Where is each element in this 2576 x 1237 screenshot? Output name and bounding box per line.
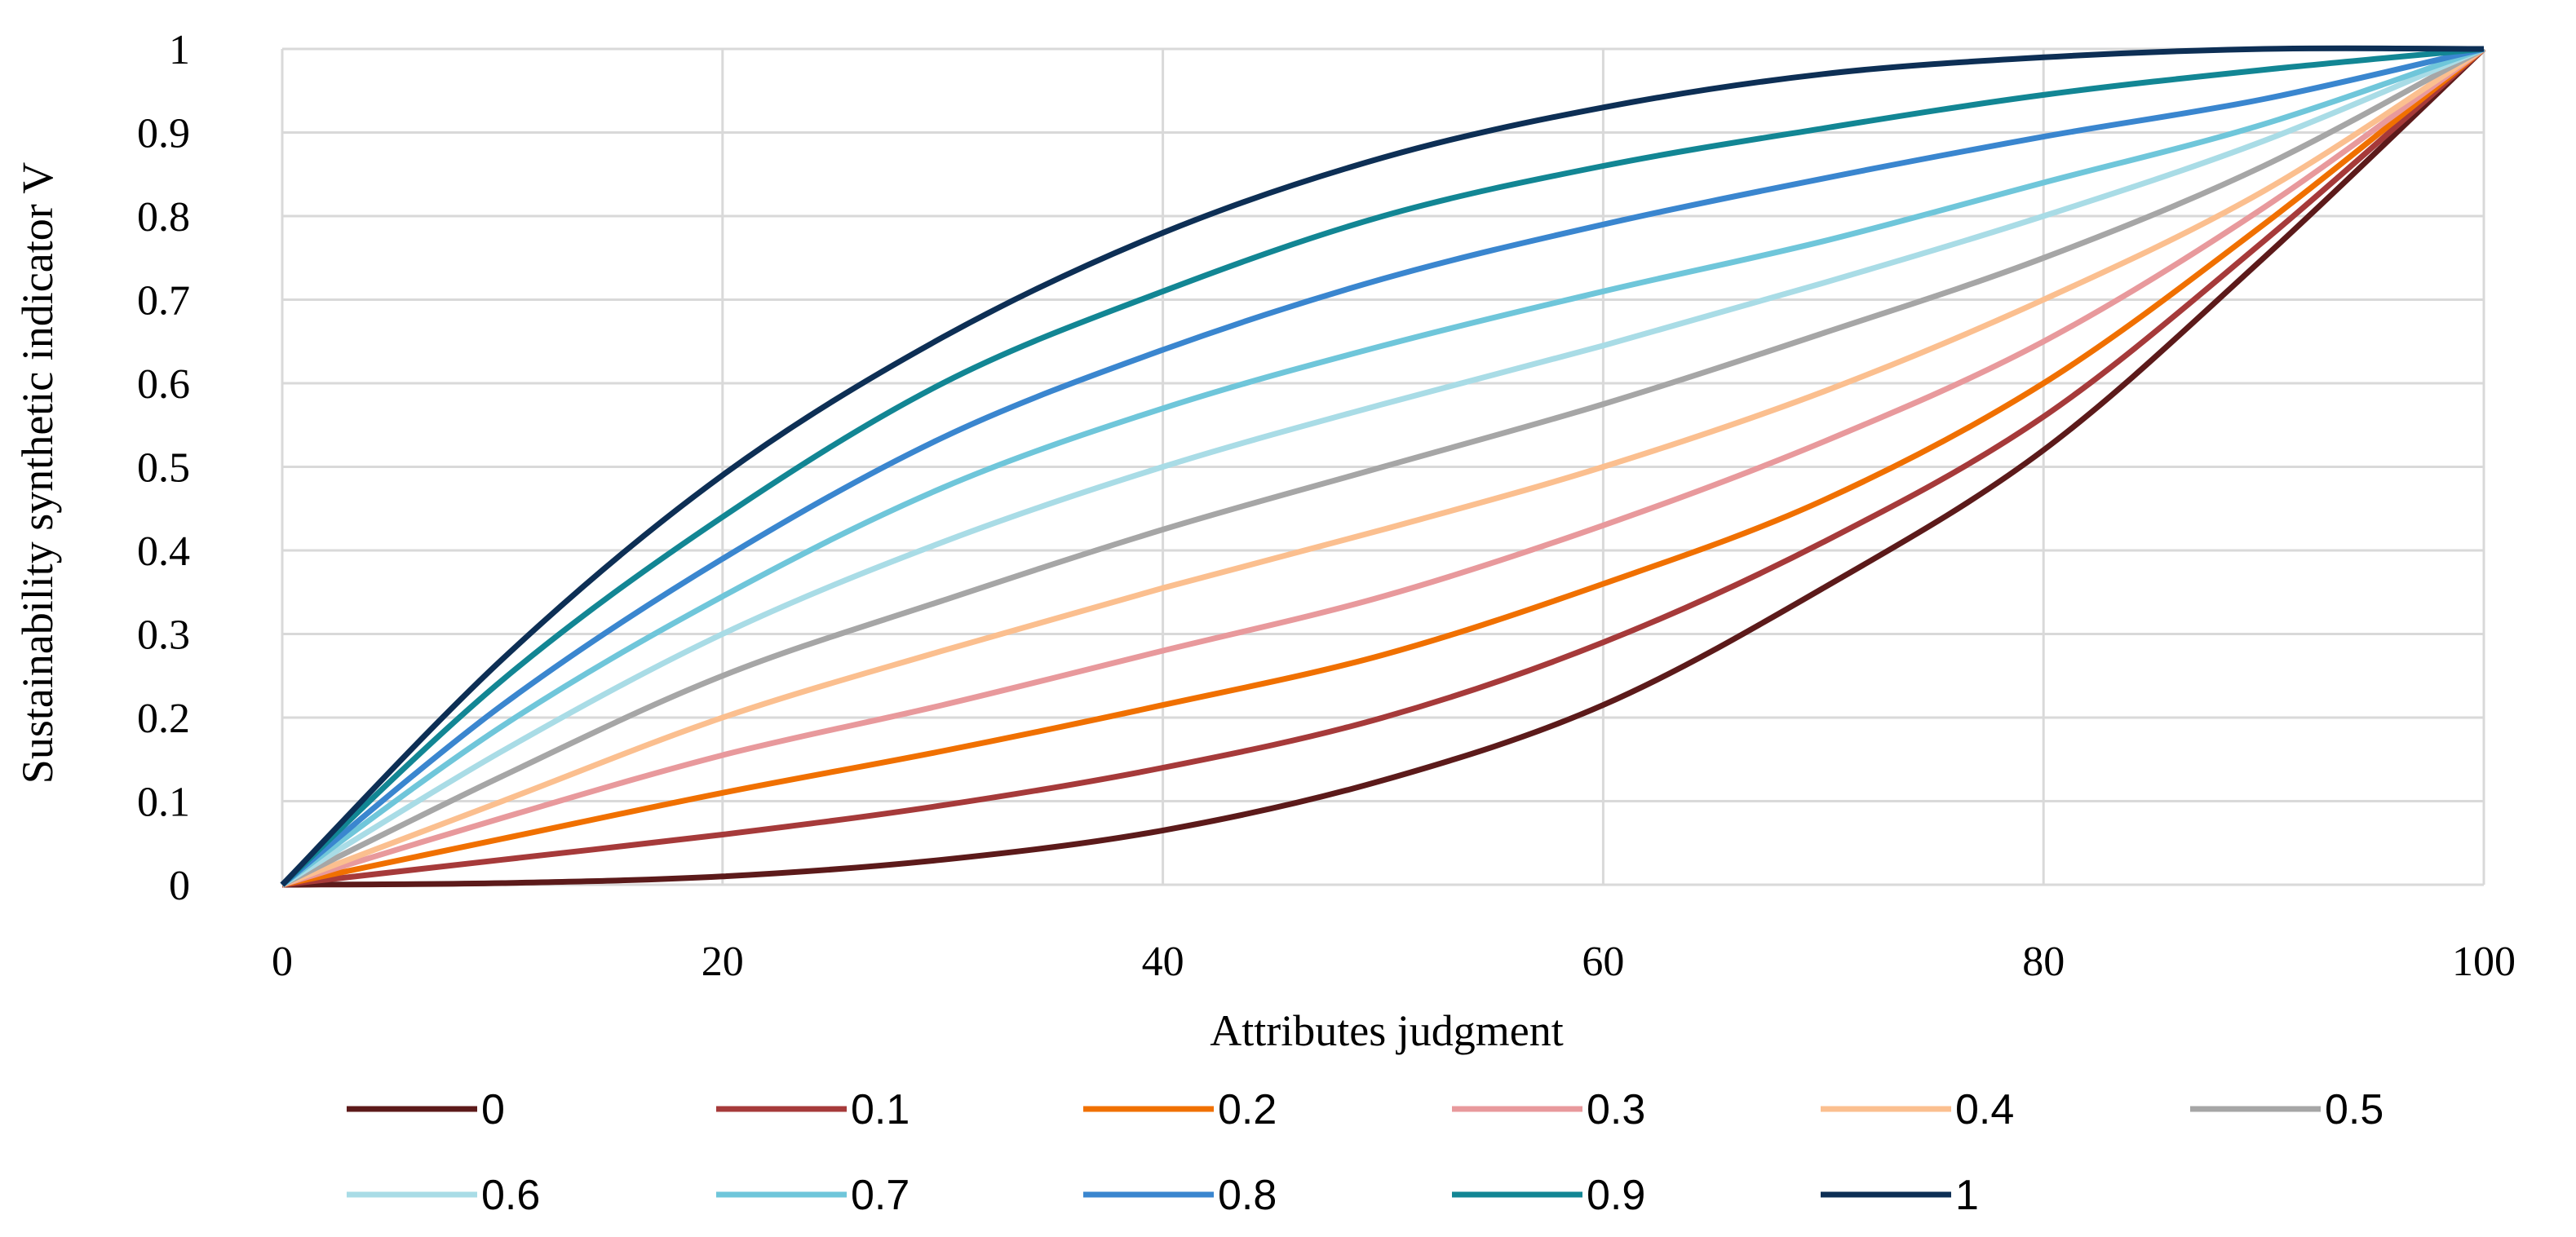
legend-label: 0.8 xyxy=(1218,1172,1277,1219)
legend-item-0-8: 0.8 xyxy=(1083,1172,1277,1219)
legend-label: 0.1 xyxy=(851,1086,910,1133)
series-line-0-4 xyxy=(281,46,2485,888)
legend-item-0: 0 xyxy=(347,1086,505,1133)
legend-label: 0.3 xyxy=(1587,1086,1645,1133)
series-line-0-3 xyxy=(281,46,2486,888)
y-tick-label: 0.4 xyxy=(137,528,190,575)
series-line-0-8 xyxy=(280,46,2485,887)
series-line-0-5 xyxy=(281,46,2485,888)
legend-item-0-2: 0.2 xyxy=(1083,1086,1277,1133)
legend-label: 0.4 xyxy=(1955,1086,2014,1133)
x-tick-label: 40 xyxy=(1142,939,1184,985)
legend-label: 0.5 xyxy=(2325,1086,2383,1133)
x-tick-label: 100 xyxy=(2452,939,2516,985)
series-line-0-6 xyxy=(281,46,2485,887)
y-tick-label: 0.6 xyxy=(137,361,190,408)
legend-item-0-3: 0.3 xyxy=(1452,1086,1645,1133)
x-tick-label: 20 xyxy=(702,939,744,985)
y-tick-label: 0.8 xyxy=(137,194,190,241)
series-line-1 xyxy=(280,45,2485,887)
legend-label: 0.7 xyxy=(851,1172,910,1219)
series-lines xyxy=(280,45,2486,888)
series-line-0-7 xyxy=(280,46,2485,887)
y-tick-label: 0 xyxy=(169,863,190,909)
series-line-0 xyxy=(281,46,2486,888)
series-line-0-9 xyxy=(280,46,2485,887)
legend-label: 0 xyxy=(481,1086,505,1133)
x-tick-label: 60 xyxy=(1582,939,1624,985)
y-tick-label: 0.1 xyxy=(137,780,190,826)
legend-item-1: 1 xyxy=(1821,1172,1979,1219)
legend-item-0-9: 0.9 xyxy=(1452,1172,1645,1219)
y-tick-label: 0.2 xyxy=(137,696,190,742)
x-axis-title: Attributes judgment xyxy=(1210,1006,1563,1055)
legend-item-0-7: 0.7 xyxy=(716,1172,910,1219)
y-tick-label: 0.5 xyxy=(137,445,190,492)
legend-label: 0.9 xyxy=(1587,1172,1645,1219)
legend-item-0-1: 0.1 xyxy=(716,1086,910,1133)
y-axis-title: Sustainability synthetic indicator V xyxy=(13,162,62,784)
y-axis-ticks: 0 0.1 0.2 0.3 0.4 0.5 0.6 0.7 0.8 0.9 1 xyxy=(137,27,190,909)
legend-item-0-4: 0.4 xyxy=(1821,1086,2014,1133)
legend-item-0-5: 0.5 xyxy=(2190,1086,2383,1133)
legend-label: 0.2 xyxy=(1218,1086,1277,1133)
y-tick-label: 1 xyxy=(169,27,190,73)
y-tick-label: 0.3 xyxy=(137,612,190,659)
x-axis-ticks: 0 20 40 60 80 100 xyxy=(272,939,2516,985)
y-tick-label: 0.7 xyxy=(137,278,190,325)
x-tick-label: 0 xyxy=(272,939,293,985)
legend-label: 0.6 xyxy=(481,1172,540,1219)
y-tick-label: 0.9 xyxy=(137,111,190,157)
series-line-0-2 xyxy=(281,46,2486,888)
legend: 0 0.1 0.2 0.3 0.4 0.5 0.6 0.7 0.8 0.9 1 xyxy=(347,1086,2383,1219)
series-line-0-1 xyxy=(281,46,2486,888)
x-tick-label: 80 xyxy=(2022,939,2065,985)
legend-label: 1 xyxy=(1955,1172,1979,1219)
legend-item-0-6: 0.6 xyxy=(347,1172,540,1219)
